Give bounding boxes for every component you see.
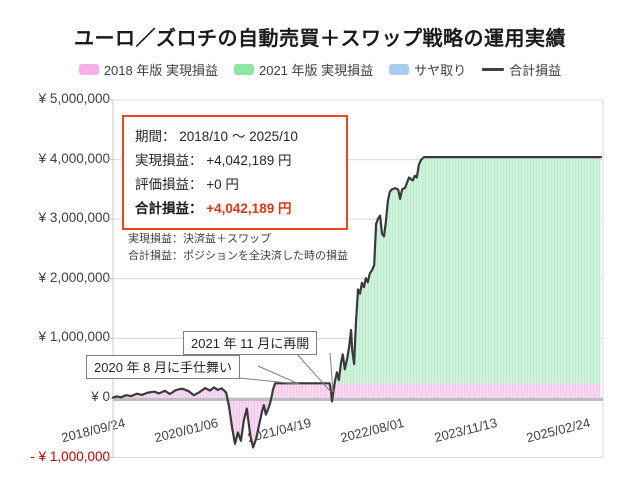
y-axis-label: ¥ 1,000,000 bbox=[38, 329, 110, 345]
period-row: 期間： 2018/10 ～ 2025/10 bbox=[135, 125, 335, 149]
footnote-total: 合計損益：ポジションを全決済した時の損益 bbox=[128, 250, 348, 262]
valuation-label: 評価損益： bbox=[135, 177, 203, 192]
legend-label: 合計損益 bbox=[509, 63, 562, 78]
total-value: +4,042,189 円 bbox=[206, 201, 292, 216]
total-profit-line bbox=[111, 156, 603, 449]
y-axis-label: ¥ 3,000,000 bbox=[38, 210, 110, 226]
legend-swatch bbox=[233, 64, 254, 75]
summary-info-box: 期間： 2018/10 ～ 2025/10 実現損益： +4,042,189 円… bbox=[122, 115, 348, 230]
legend-swatch bbox=[78, 64, 99, 75]
legend-swatch bbox=[389, 64, 410, 75]
page-title: ユーロ／ズロチの自動売買＋スワップ戦略の運用実績 bbox=[74, 28, 566, 50]
period-label: 期間： bbox=[135, 129, 176, 144]
legend-item-1: 2021 年版 実現損益 bbox=[233, 60, 374, 79]
y-axis-label: - ¥ 1,000,000 bbox=[30, 448, 110, 464]
total-row: 合計損益： +4,042,189 円 bbox=[135, 197, 335, 221]
y-axis-label: ¥ 0 bbox=[91, 388, 110, 404]
realized-value: +4,042,189 円 bbox=[206, 153, 292, 168]
total-label: 合計損益： bbox=[135, 201, 203, 216]
realized-label: 実現損益： bbox=[135, 153, 203, 168]
footnote-realized: 実現損益：決済益＋スワップ bbox=[128, 233, 271, 245]
period-value: 2018/10 ～ 2025/10 bbox=[179, 129, 298, 144]
chart-legend: 2018 年版 実現損益 2021 年版 実現損益 サヤ取り 合計損益 bbox=[0, 60, 640, 79]
y-axis-label: ¥ 2,000,000 bbox=[38, 269, 110, 285]
y-axis-label: ¥ 4,000,000 bbox=[38, 150, 110, 166]
legend-label: 2018 年版 実現損益 bbox=[103, 63, 218, 78]
legend-item-2: サヤ取り bbox=[389, 60, 466, 79]
legend-item-3: 合計損益 bbox=[482, 60, 561, 79]
valuation-row: 評価損益： +0 円 bbox=[135, 173, 335, 197]
realized-row: 実現損益： +4,042,189 円 bbox=[135, 149, 335, 173]
legend-label: サヤ取り bbox=[414, 63, 467, 78]
legend-item-0: 2018 年版 実現損益 bbox=[78, 60, 218, 79]
annotation-closeout: 2020 年 8 月に手仕舞い bbox=[86, 355, 240, 379]
annotation-restart: 2021 年 11 月に再開 bbox=[183, 331, 318, 355]
footnotes: 実現損益：決済益＋スワップ 合計損益：ポジションを全決済した時の損益 bbox=[128, 231, 348, 265]
callout-pointer-lines bbox=[229, 352, 334, 393]
y-axis-label: ¥ 5,000,000 bbox=[38, 91, 110, 106]
legend-label: 2021 年版 実現損益 bbox=[258, 63, 374, 78]
legend-line-marker bbox=[482, 68, 505, 71]
valuation-value: +0 円 bbox=[206, 177, 239, 192]
